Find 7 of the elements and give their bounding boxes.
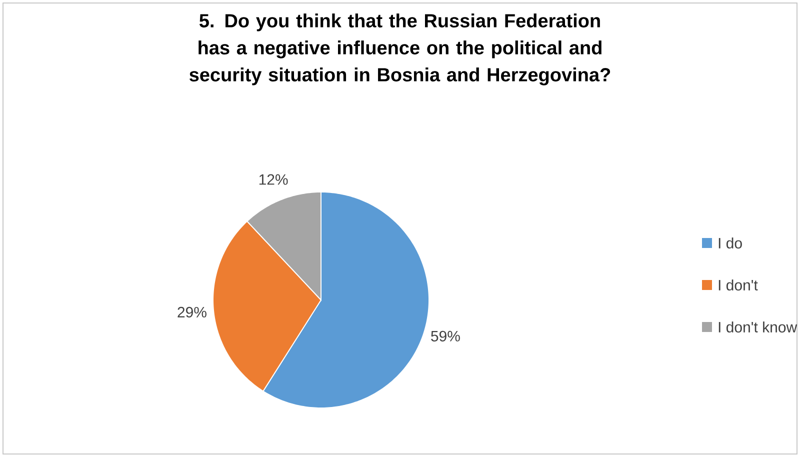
data-label: 59% — [431, 330, 460, 342]
legend-label: I don't — [718, 279, 758, 290]
data-label: 12% — [259, 174, 288, 185]
legend-label: I don't know — [718, 321, 798, 332]
legend-label: I do — [718, 237, 742, 248]
chart-title: 5. Do you think that the Russian Federation has a negative influence on the political and security situation in Bosnia and Herzegovina? — [190, 14, 610, 86]
data-label: 29% — [178, 306, 206, 318]
